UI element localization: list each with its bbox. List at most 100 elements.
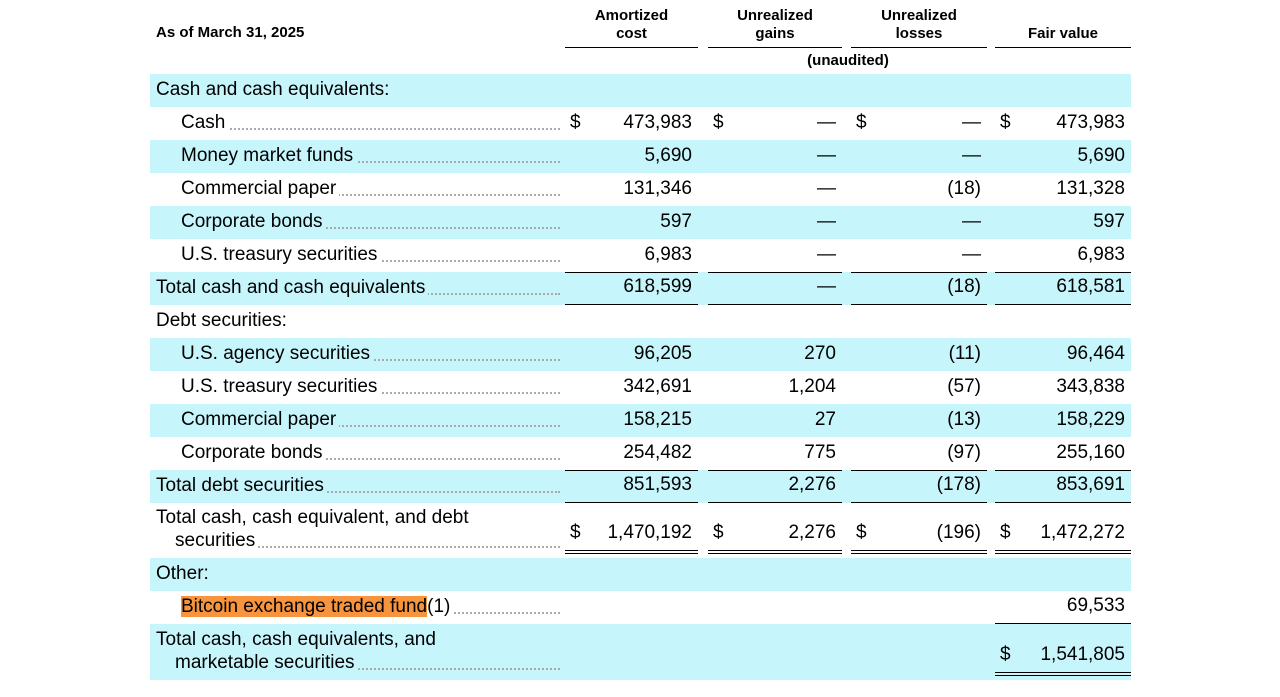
value: 342,691 [623, 376, 692, 397]
value: 96,464 [1066, 343, 1125, 364]
currency-symbol: $ [1000, 522, 1011, 543]
value: (57) [947, 376, 981, 397]
value-cell: — [851, 206, 987, 239]
table-row: U.S. treasury securities 342,691 1,204 (57)… [150, 371, 1131, 404]
value-cell [565, 591, 698, 624]
value: 343,838 [1056, 376, 1125, 397]
value: (97) [947, 442, 981, 463]
value-cell: 158,229 [995, 404, 1131, 437]
column-header-text: Unrealized losses [881, 7, 957, 42]
table-row: Corporate bonds 597 — — 597 [150, 206, 1131, 239]
value: — [962, 145, 981, 166]
value-cell: $2,276 [708, 503, 842, 554]
row-label-text: Total cash and cash equivalents [156, 277, 426, 298]
value-cell: — [708, 173, 842, 206]
value: 158,229 [1056, 409, 1125, 430]
table-row: Bitcoin exchange traded fund(1) 69,533 [150, 591, 1131, 624]
row-label-text: Commercial paper [181, 409, 337, 430]
row-label: U.S. treasury securities [181, 243, 381, 266]
value: 254,482 [623, 442, 692, 463]
value-cell: 5,690 [995, 140, 1131, 173]
value: 96,205 [633, 343, 692, 364]
row-label-cell: Total cash and cash equivalents [156, 272, 562, 305]
value-cell: 1,204 [708, 371, 842, 404]
row-label-cell: Bitcoin exchange traded fund(1) [156, 591, 562, 624]
value: (11) [948, 343, 981, 364]
value: 851,593 [623, 474, 692, 495]
row-label-text: Other: [156, 563, 209, 584]
column-header: Fair value [995, 3, 1131, 48]
dot-leader [181, 458, 560, 460]
value-cell: 131,346 [565, 173, 698, 206]
row-label: Cash [181, 111, 229, 134]
value-cell: 2,276 [708, 470, 842, 503]
column-header: Amortized cost [565, 3, 698, 48]
value: 473,983 [623, 112, 692, 133]
currency-symbol: $ [1000, 644, 1011, 665]
value: 131,346 [623, 178, 692, 199]
value-cell: (18) [851, 173, 987, 206]
value-cell: 254,482 [565, 437, 698, 470]
value-cell: 342,691 [565, 371, 698, 404]
value: (13) [947, 409, 981, 430]
dot-leader [181, 194, 560, 196]
value: 597 [660, 211, 692, 232]
currency-symbol: $ [713, 522, 724, 543]
row-label-cell: Total cash, cash equivalent, and debt se… [156, 503, 562, 558]
row-label: Total debt securities [156, 474, 327, 497]
value: — [962, 244, 981, 265]
as-of-date: As of March 31, 2025 [156, 24, 305, 41]
value: (178) [936, 474, 981, 495]
currency-symbol: $ [856, 112, 867, 133]
table-row: Cash and cash equivalents: [150, 74, 1131, 107]
value-cell: (178) [851, 470, 987, 503]
table-row: Corporate bonds 254,482 775 (97) 255,160 [150, 437, 1131, 470]
row-label-cell: Commercial paper [156, 404, 562, 437]
value: 131,328 [1056, 178, 1125, 199]
row-label: U.S. agency securities [181, 342, 374, 365]
row-label-text: Cash and cash equivalents: [156, 79, 390, 100]
table-row: Total debt securities 851,593 2,276 (178) 85… [150, 470, 1131, 503]
row-label: Corporate bonds [181, 441, 326, 464]
row-label-cell: Cash [156, 107, 562, 140]
row-label-text: Commercial paper [181, 178, 337, 199]
value: 5,690 [1077, 145, 1125, 166]
value-cell: $ — [708, 107, 842, 140]
table-row: U.S. treasury securities 6,983 — — 6,983 [150, 239, 1131, 272]
row-label-cell: Cash and cash equivalents: [156, 74, 562, 107]
value: 2,276 [788, 474, 836, 495]
value-cell: — [708, 239, 842, 272]
value-cell [708, 624, 842, 676]
value: 618,581 [1056, 276, 1125, 297]
value-cell: $1,470,192 [565, 503, 698, 554]
value: 775 [804, 442, 836, 463]
value: 618,599 [623, 276, 692, 297]
row-label: Commercial paper [181, 177, 340, 200]
value-cell: (18) [851, 272, 987, 305]
value-cell: 6,983 [565, 239, 698, 272]
value-cell: (13) [851, 404, 987, 437]
row-label-text: Money market funds [181, 145, 354, 166]
row-label-text: Corporate bonds [181, 442, 323, 463]
row-label: Corporate bonds [181, 210, 326, 233]
value-cell: — [851, 140, 987, 173]
row-label-cell: U.S. treasury securities [156, 239, 562, 272]
column-header: Unrealized losses [851, 3, 987, 48]
currency-symbol: $ [856, 522, 867, 543]
column-header-text: Fair value [1027, 25, 1099, 42]
row-label-text: U.S. treasury securities [181, 244, 378, 265]
dot-leader [181, 128, 560, 130]
value: 853,691 [1056, 474, 1125, 495]
dot-leader [181, 161, 560, 163]
row-label-cell: Other: [156, 558, 562, 591]
value-cell: 343,838 [995, 371, 1131, 404]
table-row: Cash $473,983 $ — $ — $473,983 [150, 107, 1131, 140]
row-label-text: Total debt securities [156, 475, 324, 496]
value-cell: 255,160 [995, 437, 1131, 470]
table-row: Commercial paper 158,215 27 (13) 158,229 [150, 404, 1131, 437]
row-label-cell: Total debt securities [156, 470, 562, 503]
value-cell: 853,691 [995, 470, 1131, 503]
value: 1,541,805 [1040, 644, 1125, 665]
row-label: U.S. treasury securities [181, 375, 381, 398]
